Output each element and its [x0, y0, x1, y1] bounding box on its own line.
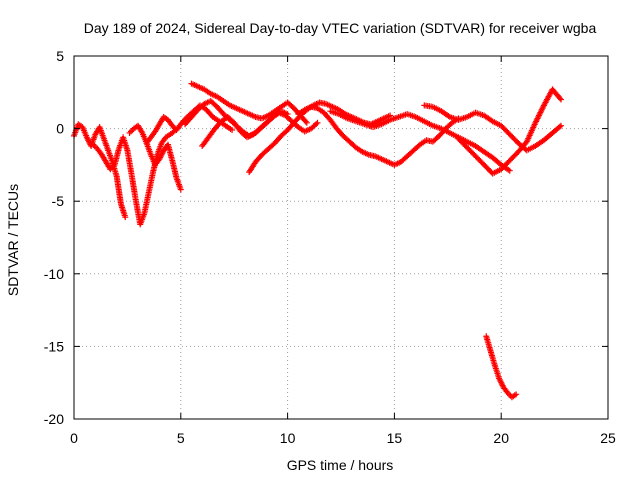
- data-point: [558, 122, 565, 129]
- x-tick-label: 0: [70, 430, 78, 446]
- data-point-interp: [313, 120, 320, 127]
- y-tick-label: 5: [56, 48, 64, 64]
- data-point-interp: [302, 118, 309, 125]
- x-tick-label: 15: [387, 430, 403, 446]
- x-tick-label: 25: [600, 430, 616, 446]
- data-point: [558, 96, 565, 103]
- x-tick-label: 20: [493, 430, 509, 446]
- chart-title: Day 189 of 2024, Sidereal Day-to-day VTE…: [84, 20, 597, 36]
- data-point: [506, 167, 513, 174]
- x-axis-label: GPS time / hours: [287, 457, 394, 473]
- data-point: [314, 119, 321, 126]
- plot-frame: [73, 55, 609, 420]
- y-tick-label: 0: [56, 121, 64, 137]
- data-point-interp: [556, 123, 563, 130]
- x-tick-label: 5: [177, 430, 185, 446]
- series-track-11: [421, 102, 565, 154]
- y-tick-label: -5: [52, 193, 65, 209]
- data-point: [177, 186, 184, 193]
- series-track-7: [199, 109, 321, 150]
- y-tick-label: -15: [44, 338, 64, 354]
- axis-ticks: 0 5 10 15 20 25 5 0 -5 -10 -15 -20: [44, 48, 616, 446]
- series-track-9: [295, 103, 462, 168]
- y-axis-label: SDTVAR / TECUs: [5, 184, 21, 296]
- series-track-10: [327, 108, 513, 174]
- data-point: [513, 391, 520, 398]
- data-point: [303, 119, 310, 126]
- data-point-interp: [127, 128, 134, 135]
- series-track-13: [483, 333, 520, 401]
- series-track-1: [71, 121, 129, 221]
- x-tick-label: 10: [280, 430, 296, 446]
- data-point: [126, 129, 133, 136]
- y-tick-label: -10: [44, 266, 64, 282]
- data-series: [71, 80, 565, 401]
- y-tick-label: -20: [44, 411, 64, 427]
- data-point: [122, 214, 129, 221]
- series-track-12: [455, 86, 565, 177]
- data-point: [229, 127, 236, 134]
- data-point-interp: [556, 95, 563, 102]
